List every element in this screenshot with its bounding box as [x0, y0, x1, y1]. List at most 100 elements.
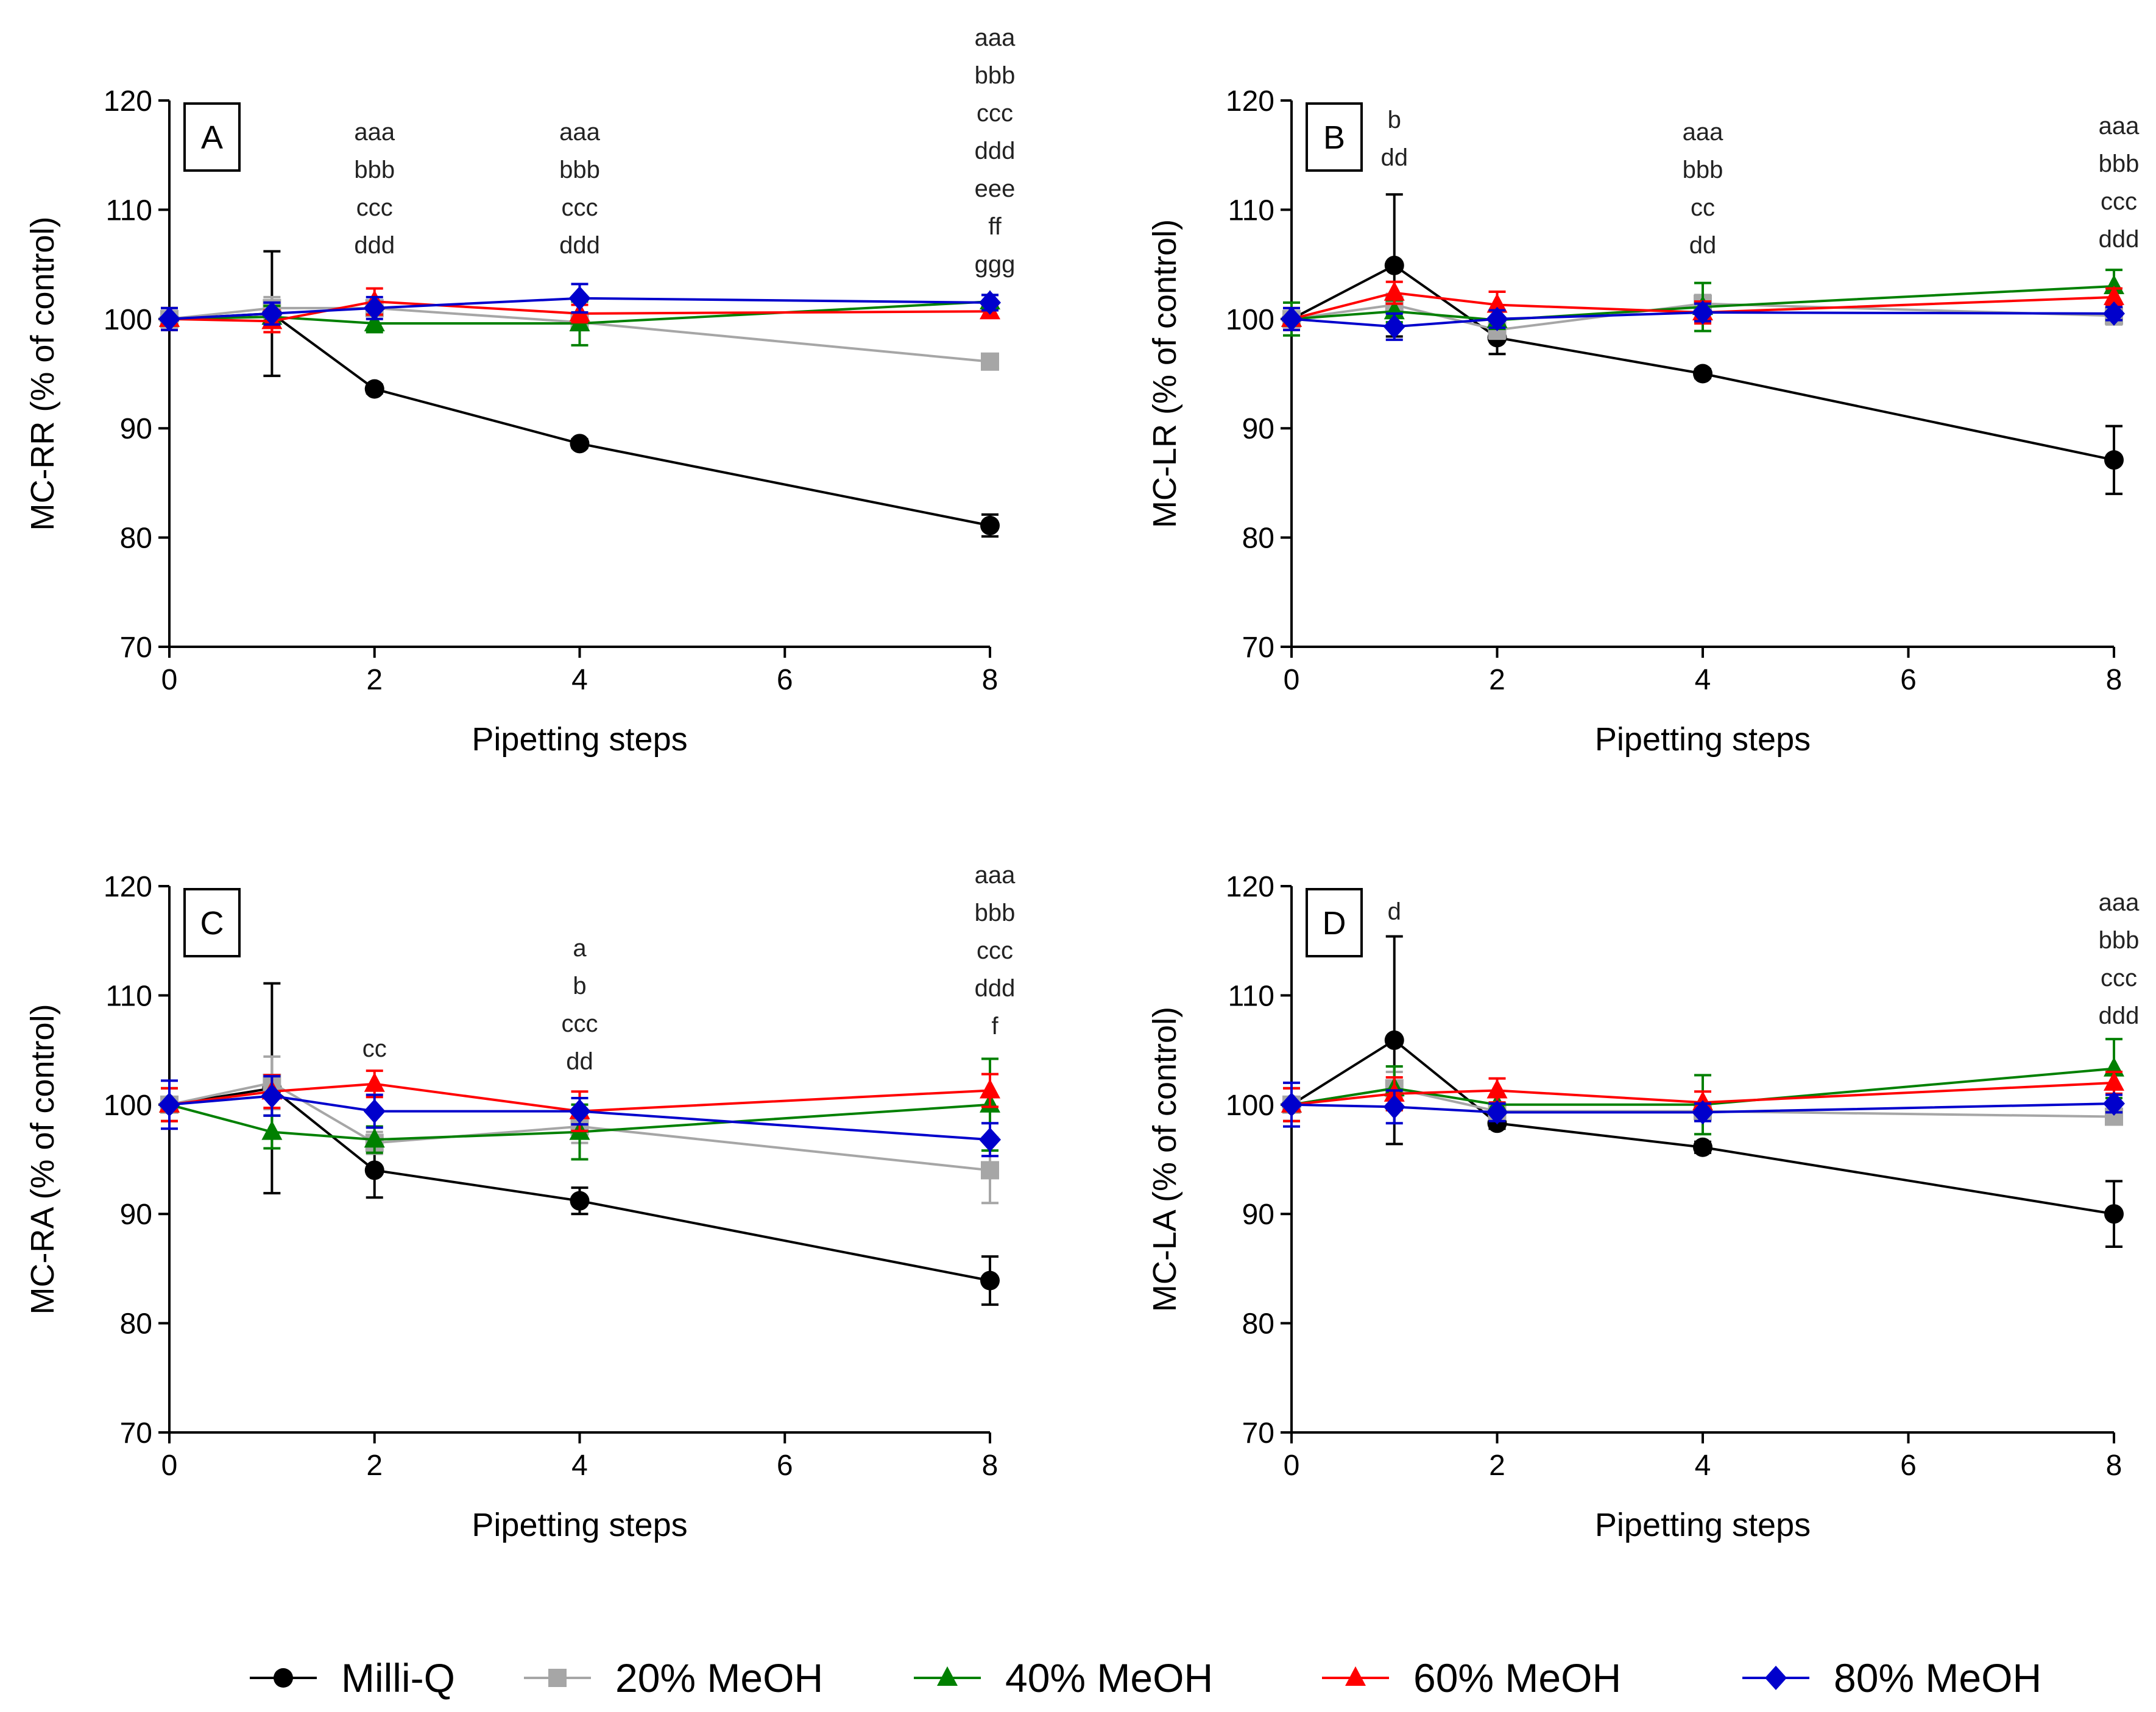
data-point	[1486, 293, 1508, 313]
y-tick-label: 80	[120, 1308, 152, 1340]
significance-label: dd	[1381, 144, 1408, 171]
y-tick-label: 100	[1226, 304, 1274, 336]
x-tick-label: 2	[1489, 664, 1505, 696]
data-point	[568, 1099, 591, 1124]
data-point	[158, 1092, 180, 1117]
data-point	[1384, 1030, 1404, 1050]
significance-label: ccc	[562, 1010, 598, 1037]
y-tick-label: 70	[120, 632, 152, 664]
data-point	[2103, 1091, 2125, 1116]
legend-entry-milli-q: Milli-Q	[250, 1655, 455, 1700]
significance-label: ccc	[977, 100, 1013, 127]
data-point	[980, 1079, 1000, 1099]
significance-label: a	[573, 935, 587, 962]
significance-label: ddd	[354, 232, 395, 259]
legend-marker	[548, 1669, 567, 1687]
y-tick-label: 110	[1228, 980, 1274, 1012]
data-point	[1486, 1079, 1508, 1099]
y-tick-label: 90	[120, 413, 152, 445]
data-point	[1486, 306, 1508, 331]
panel-letter: D	[1323, 905, 1346, 942]
significance-label: bbb	[975, 62, 1016, 89]
x-axis-title: Pipetting steps	[472, 721, 687, 758]
data-point	[568, 286, 591, 311]
significance-label: aaa	[354, 119, 395, 146]
y-axis-title: MC-RR (% of control)	[24, 216, 61, 530]
significance-label: aaa	[2099, 113, 2140, 139]
data-point	[2104, 450, 2124, 470]
significance-label: bbb	[354, 157, 395, 183]
data-point	[1693, 364, 1712, 384]
series-80-meoh	[158, 283, 1001, 331]
x-tick-label: 8	[2106, 664, 2122, 696]
y-tick-label: 100	[1226, 1090, 1274, 1122]
legend-marker	[937, 1666, 958, 1686]
x-tick-label: 6	[1900, 1450, 1917, 1482]
data-point	[364, 1128, 385, 1148]
panel-a: 70 80 90 100 110 120 0 2 4 6 8 Pipetting steps MC-RR…	[24, 24, 1016, 758]
data-point	[261, 1083, 283, 1108]
data-point	[1384, 255, 1404, 275]
significance-label: ccc	[977, 937, 1013, 964]
y-tick-label: 80	[1242, 523, 1274, 555]
data-point	[1693, 1137, 1712, 1157]
y-tick-label: 70	[1242, 632, 1274, 664]
y-tick-label: 100	[104, 304, 152, 336]
data-point	[2104, 1071, 2124, 1091]
data-point	[364, 1072, 385, 1092]
x-axis-title: Pipetting steps	[1595, 721, 1811, 758]
significance-label: aaa	[2099, 889, 2140, 916]
data-point	[1384, 281, 1405, 301]
y-tick-label: 70	[120, 1417, 152, 1450]
significance-label: ddd	[975, 138, 1016, 164]
x-tick-label: 0	[1284, 664, 1300, 696]
data-point	[980, 515, 1000, 535]
significance-label: aaa	[975, 24, 1016, 51]
significance-label: f	[991, 1013, 998, 1040]
legend-marker	[1345, 1666, 1366, 1686]
significance-label: cc	[1691, 194, 1715, 221]
legend-label: 80% MeOH	[1834, 1655, 2041, 1700]
panel-letter-box	[1306, 888, 1363, 957]
x-tick-label: 6	[1900, 664, 1917, 696]
legend-entry-40-meoh: 40% MeOH	[914, 1655, 1213, 1700]
significance-label: eee	[975, 175, 1016, 202]
y-tick-label: 120	[1226, 85, 1274, 118]
y-tick-label: 120	[104, 871, 152, 903]
series-80-meoh	[1281, 300, 2125, 341]
y-tick-label: 110	[1228, 194, 1274, 227]
panel-letter-box	[183, 888, 241, 957]
legend-label: Milli-Q	[341, 1655, 455, 1700]
legend-label: 40% MeOH	[1005, 1655, 1213, 1700]
x-tick-label: 6	[777, 1450, 793, 1482]
x-tick-label: 0	[1284, 1450, 1300, 1482]
y-tick-label: 120	[1226, 871, 1274, 903]
x-tick-label: 4	[1695, 1450, 1711, 1482]
panel-letter-box	[1306, 102, 1363, 172]
data-point	[981, 352, 999, 371]
data-point	[570, 434, 590, 454]
significance-label: ccc	[562, 194, 598, 221]
legend-marker	[1765, 1666, 1787, 1690]
x-tick-label: 8	[982, 1450, 998, 1482]
y-tick-label: 120	[104, 85, 152, 118]
data-point	[1281, 306, 1302, 331]
x-tick-label: 4	[571, 664, 588, 696]
significance-label: b	[1388, 107, 1401, 133]
y-tick-label: 80	[1242, 1308, 1274, 1340]
data-point	[363, 1099, 386, 1124]
y-tick-label: 90	[1242, 413, 1274, 445]
x-tick-label: 4	[571, 1450, 588, 1482]
x-tick-label: 4	[1695, 664, 1711, 696]
legend-entry-20-meoh: 20% MeOH	[524, 1655, 823, 1700]
x-tick-label: 0	[161, 1450, 178, 1482]
data-point	[2104, 285, 2124, 305]
data-point	[364, 379, 384, 399]
panel-b: 70 80 90 100 110 120 0 2 4 6 8 Pipetting steps MC-LR…	[1147, 85, 2140, 758]
significance-label: ggg	[975, 251, 1016, 278]
significance-label: dd	[1689, 232, 1717, 259]
x-axis-title: Pipetting steps	[1595, 1507, 1811, 1543]
data-point	[981, 1161, 999, 1180]
y-tick-label: 110	[105, 194, 152, 227]
